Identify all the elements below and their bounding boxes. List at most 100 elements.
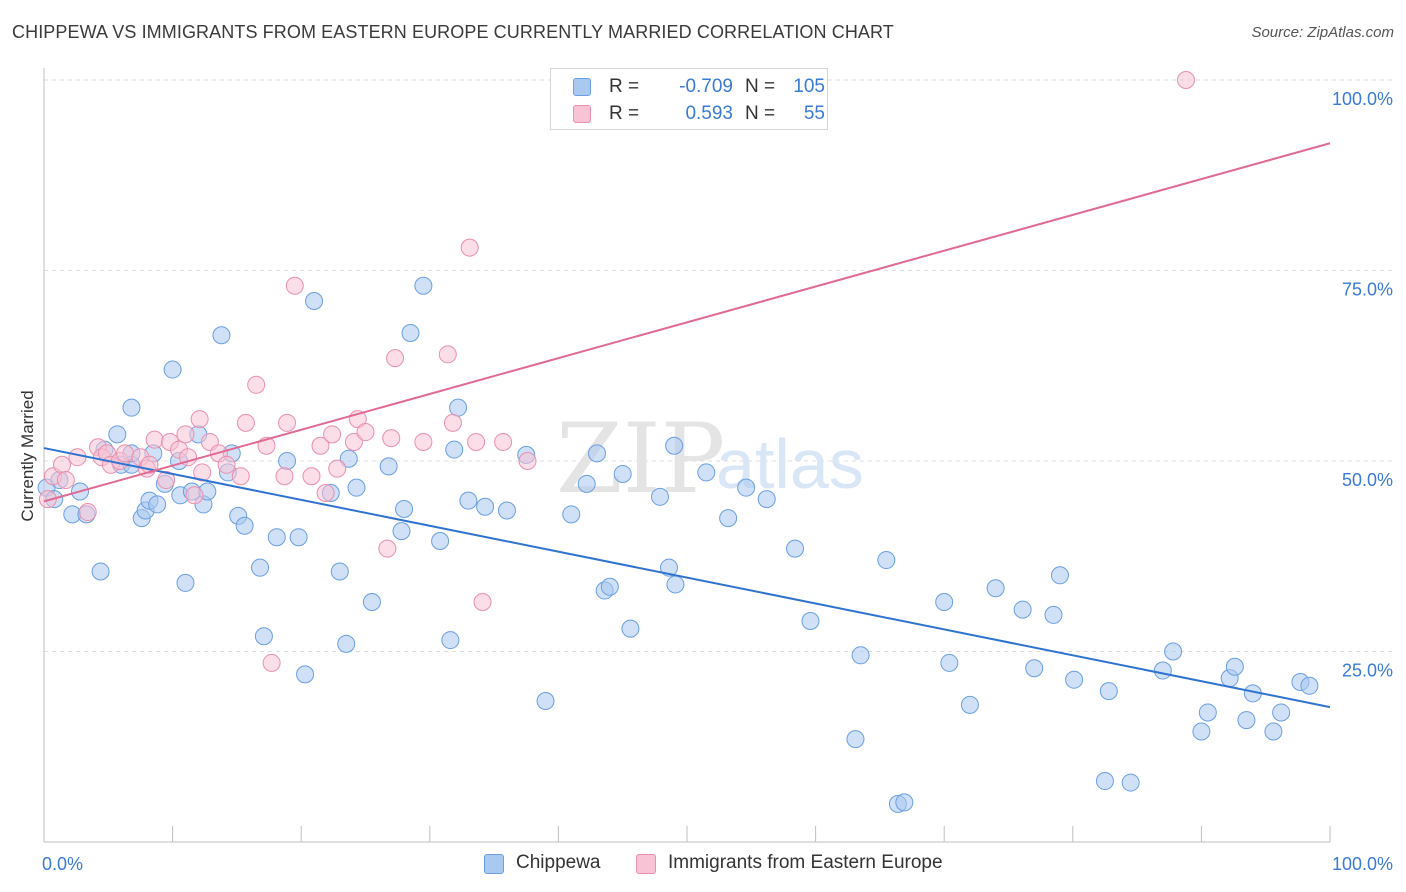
point-chippewa	[337, 634, 356, 653]
gridlines	[44, 79, 1392, 652]
point-immigrants	[247, 375, 266, 394]
tick-labels: 25.0% 50.0% 75.0% 100.0% 0.0% 100.0%	[42, 89, 1393, 874]
legend-swatch-immigrants	[573, 105, 591, 123]
point-immigrants	[316, 484, 335, 503]
point-chippewa	[392, 522, 411, 541]
legend-n-value: 55	[803, 103, 825, 124]
point-chippewa	[108, 425, 127, 444]
point-immigrants	[190, 410, 209, 429]
y-axis-label: Currently Married	[18, 390, 37, 522]
series-chippewa	[37, 276, 1319, 813]
point-chippewa	[379, 457, 398, 476]
point-chippewa	[1095, 772, 1114, 791]
point-chippewa	[665, 436, 684, 455]
point-chippewa	[497, 501, 516, 520]
point-immigrants	[378, 539, 397, 558]
point-immigrants	[275, 467, 294, 486]
point-immigrants	[414, 432, 433, 451]
point-immigrants	[443, 413, 462, 432]
point-chippewa	[148, 495, 167, 514]
point-chippewa	[1198, 703, 1217, 722]
point-chippewa	[846, 730, 865, 749]
point-chippewa	[737, 478, 756, 497]
point-chippewa	[1065, 670, 1084, 689]
point-chippewa	[935, 592, 954, 611]
point-chippewa	[347, 478, 366, 497]
point-chippewa	[459, 491, 478, 510]
trend-lines	[43, 142, 1331, 709]
point-chippewa	[330, 562, 349, 581]
point-chippewa	[801, 612, 820, 631]
point-chippewa	[1300, 676, 1319, 695]
point-chippewa	[1192, 722, 1211, 741]
y-tick-label: 100.0%	[1332, 89, 1393, 109]
point-chippewa	[296, 665, 315, 684]
point-chippewa	[562, 505, 581, 524]
point-chippewa	[251, 558, 270, 577]
point-chippewa	[719, 509, 738, 528]
watermark-zip: ZIP	[556, 403, 725, 515]
y-tick-label: 50.0%	[1342, 470, 1393, 490]
point-chippewa	[621, 619, 640, 638]
point-immigrants	[386, 349, 405, 368]
point-chippewa	[339, 449, 358, 468]
legend-label-immigrants: Immigrants from Eastern Europe	[668, 852, 943, 873]
legend-n-label: N =	[745, 76, 776, 97]
point-chippewa	[176, 573, 195, 592]
point-chippewa	[1272, 703, 1291, 722]
point-immigrants	[344, 432, 363, 451]
point-immigrants	[473, 592, 492, 611]
point-immigrants	[56, 471, 75, 490]
y-tick-label: 25.0%	[1342, 661, 1393, 681]
point-chippewa	[786, 539, 805, 558]
point-chippewa	[757, 490, 776, 509]
point-chippewa	[431, 532, 450, 551]
point-immigrants	[518, 452, 537, 470]
point-chippewa	[278, 452, 297, 470]
point-chippewa	[212, 326, 231, 345]
trend-line-immigrants	[43, 142, 1331, 503]
point-chippewa	[91, 562, 110, 581]
legend-swatch-immigrants	[636, 854, 656, 874]
y-tick-label: 75.0%	[1342, 280, 1393, 300]
legend-swatch-chippewa	[484, 854, 504, 874]
point-immigrants	[467, 432, 486, 451]
point-immigrants	[311, 436, 330, 455]
legend-r-value: 0.593	[685, 103, 733, 124]
point-chippewa	[254, 627, 273, 646]
point-chippewa	[305, 291, 324, 310]
legend-r-label: R =	[609, 76, 640, 97]
point-immigrants	[116, 444, 135, 463]
point-immigrants	[302, 467, 321, 486]
point-immigrants	[236, 413, 255, 432]
correlation-legend: R = -0.709 N = 105 R = 0.593 N = 55	[550, 68, 828, 130]
point-chippewa	[895, 793, 914, 812]
point-immigrants	[438, 345, 457, 364]
point-chippewa	[940, 653, 959, 672]
point-immigrants	[494, 432, 513, 451]
x-tick-label: 0.0%	[42, 854, 83, 874]
point-chippewa	[362, 592, 381, 611]
point-chippewa	[1225, 657, 1244, 676]
point-chippewa	[441, 631, 460, 650]
point-chippewa	[449, 398, 468, 417]
legend-label-chippewa: Chippewa	[516, 852, 601, 873]
point-chippewa	[986, 579, 1005, 598]
point-chippewa	[235, 516, 254, 535]
point-chippewa	[666, 575, 685, 594]
point-chippewa	[267, 528, 286, 547]
legend-n-value: 105	[793, 76, 825, 97]
point-chippewa	[1264, 722, 1283, 741]
point-chippewa	[122, 398, 141, 417]
point-chippewa	[401, 323, 420, 342]
point-chippewa	[587, 444, 606, 463]
point-chippewa	[877, 551, 896, 570]
point-chippewa	[960, 695, 979, 714]
source-label: Source: ZipAtlas.com	[1251, 24, 1394, 41]
legend-r-label: R =	[609, 103, 640, 124]
point-immigrants	[231, 467, 250, 486]
point-chippewa	[659, 558, 678, 577]
point-immigrants	[176, 425, 195, 444]
chart-title: CHIPPEWA VS IMMIGRANTS FROM EASTERN EURO…	[12, 22, 894, 42]
